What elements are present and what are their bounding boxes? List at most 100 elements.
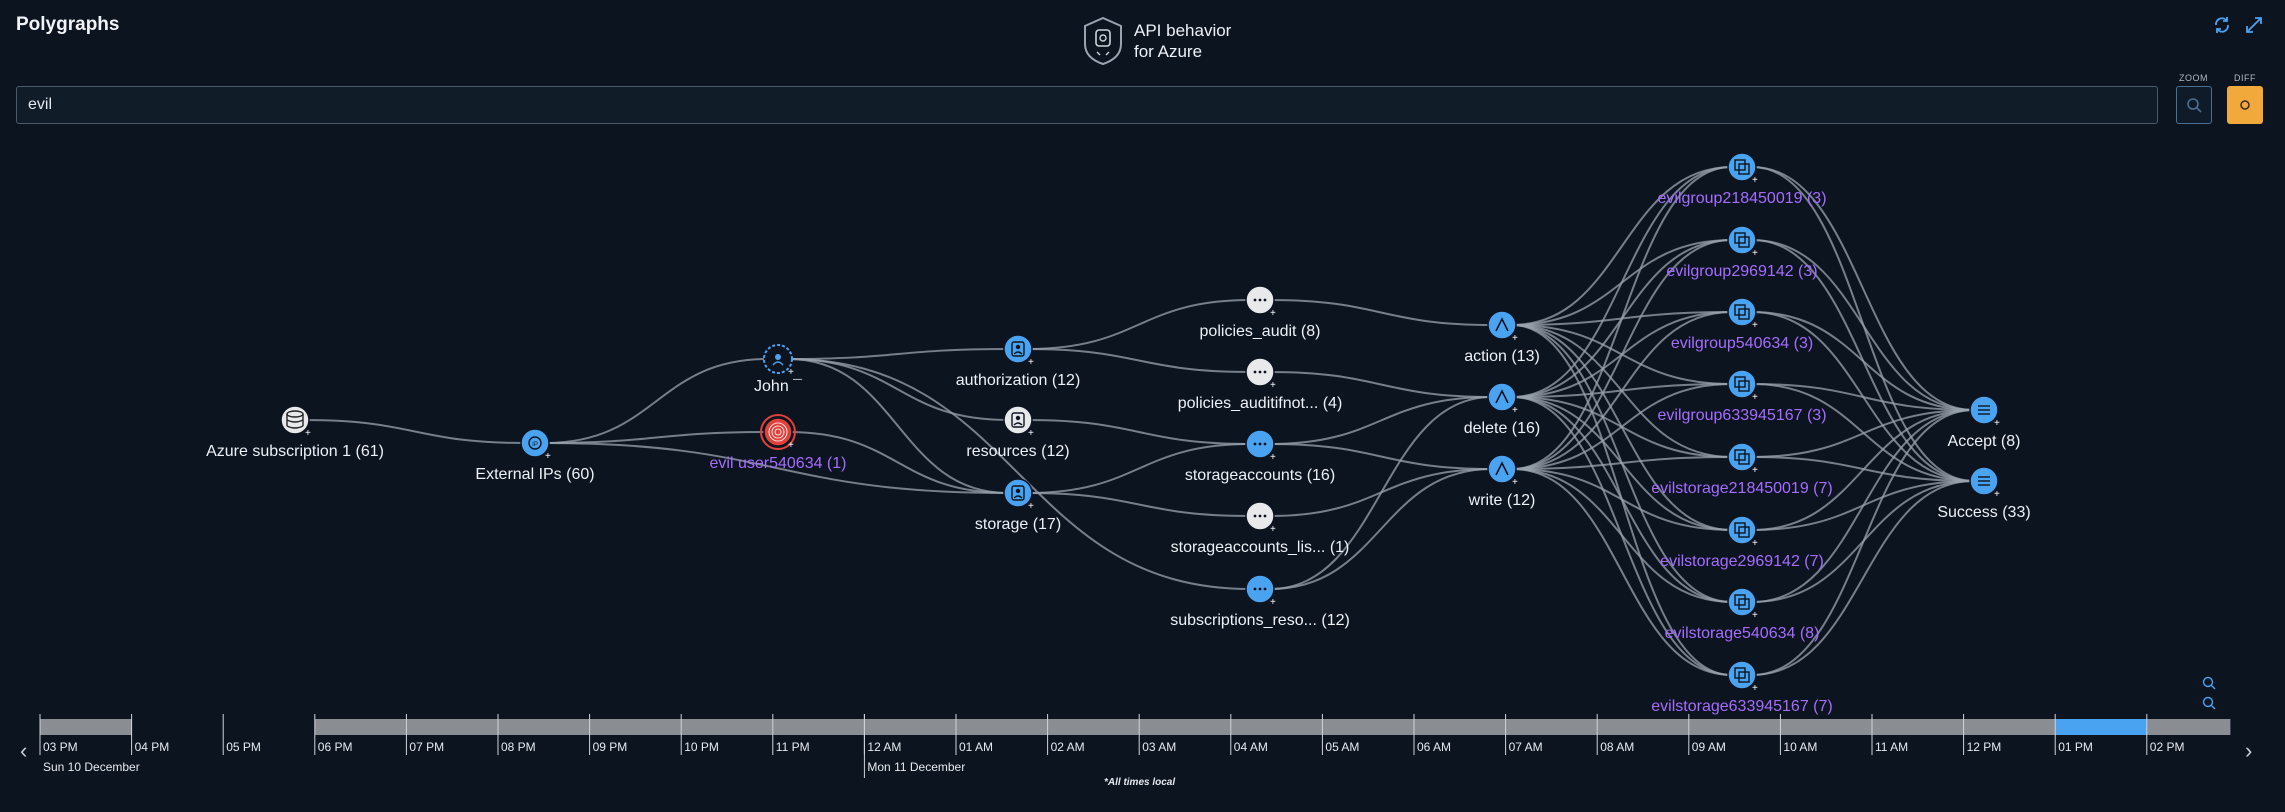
graph-edge: [1027, 299, 1251, 350]
expand-plus-icon[interactable]: +: [545, 451, 551, 462]
graph-edge: [1511, 468, 1733, 531]
expand-plus-icon[interactable]: +: [1752, 320, 1758, 331]
graph-edge: [1751, 239, 1975, 411]
graph-edge: [1269, 299, 1493, 326]
graph-node-azure[interactable]: + Azure subscription 1 (61): [206, 405, 384, 460]
timeline-tick-label: 08 PM: [501, 740, 536, 754]
graph-edge: [1751, 166, 1975, 411]
timeline-tick-label: 02 AM: [1050, 740, 1085, 754]
graph-node-s2[interactable]: + evilstorage2969142 (7): [1660, 515, 1824, 570]
timeline-next-arrow[interactable]: ›: [2245, 738, 2253, 763]
graph-node-s3[interactable]: + evilstorage540634 (8): [1665, 587, 1820, 642]
timeline-date-label: Sun 10 December: [43, 760, 140, 774]
expand-plus-icon[interactable]: +: [1752, 610, 1758, 621]
diff-label: DIFF: [2234, 73, 2256, 83]
timeline-tick-label: 09 PM: [592, 740, 628, 754]
expand-plus-icon[interactable]: +: [1752, 683, 1758, 694]
node-label: storageaccounts (16): [1185, 467, 1335, 484]
expand-plus-icon[interactable]: +: [1028, 428, 1034, 439]
graph-node-success[interactable]: + Success (33): [1937, 466, 2031, 521]
graph-node-g1[interactable]: + evilgroup218450019 (3): [1657, 152, 1827, 207]
graph-node-pain[interactable]: + policies_auditifnot... (4): [1178, 357, 1343, 412]
graph-edge: [1511, 239, 1733, 470]
graph-node-g3[interactable]: + evilgroup540634 (3): [1671, 297, 1813, 352]
timeline-selection[interactable]: [2055, 719, 2147, 735]
timeline-tick-label: 01 AM: [959, 740, 994, 754]
timeline-tick-label: 12 PM: [1966, 740, 2002, 754]
zoom-out-icon[interactable]: [2202, 696, 2216, 710]
expand-plus-icon[interactable]: +: [1270, 380, 1276, 391]
node-circle: [520, 428, 550, 458]
expand-plus-icon[interactable]: +: [1512, 477, 1518, 488]
node-label: Accept (8): [1948, 433, 2021, 450]
zoom-button[interactable]: [2176, 86, 2212, 124]
timeline-track[interactable]: [40, 719, 2231, 735]
graph-edge: [1027, 443, 1251, 494]
graph-node-accept[interactable]: + Accept (8): [1948, 395, 2021, 450]
expand-plus-icon[interactable]: +: [1752, 465, 1758, 476]
timeline-footnote: *All times local: [1104, 777, 1176, 788]
graph-node-write[interactable]: + write (12): [1468, 454, 1536, 509]
expand-plus-icon[interactable]: +: [1752, 248, 1758, 259]
resource-group-icon: [1734, 667, 1750, 683]
node-circle: [1487, 454, 1517, 484]
node-label: evilgroup218450019 (3): [1657, 190, 1826, 207]
graph-node-storage[interactable]: + storage (17): [975, 478, 1061, 533]
graph-node-pa[interactable]: + policies_audit (8): [1200, 285, 1321, 340]
graph-node-extip[interactable]: IP + External IPs (60): [475, 428, 595, 483]
graph-node-auth[interactable]: + authorization (12): [956, 334, 1081, 389]
expand-plus-icon[interactable]: +: [1270, 597, 1276, 608]
polygraph-canvas[interactable]: + Azure subscription 1 (61) IP + External IP…: [0, 130, 2285, 720]
expand-plus-icon[interactable]: +: [1752, 538, 1758, 549]
expand-plus-icon[interactable]: +: [1512, 333, 1518, 344]
graph-edge: [544, 431, 769, 444]
graph-edge: [1751, 409, 1975, 676]
timeline-tick-label: 01 PM: [2058, 740, 2093, 754]
zoom-in-icon[interactable]: [2202, 676, 2216, 690]
graph-node-delete[interactable]: + delete (16): [1464, 382, 1541, 437]
expand-plus-icon[interactable]: +: [1270, 452, 1276, 463]
expand-plus-icon[interactable]: +: [788, 440, 794, 451]
ellipsis-icon: [1253, 442, 1267, 446]
graph-edge: [1269, 443, 1493, 470]
graph-node-g4[interactable]: + evilgroup633945167 (3): [1657, 369, 1827, 424]
expand-plus-icon[interactable]: +: [305, 428, 311, 439]
timeline-tick-label: 11 AM: [1875, 740, 1909, 754]
expand-plus-icon[interactable]: +: [1994, 418, 2000, 429]
graph-node-sr[interactable]: + subscriptions_reso... (12): [1170, 574, 1350, 629]
graph-node-sa[interactable]: + storageaccounts (16): [1185, 429, 1335, 484]
node-label: John ¯: [754, 378, 802, 395]
graph-node-s4[interactable]: + evilstorage633945167 (7): [1651, 660, 1833, 715]
refresh-icon[interactable]: [2213, 16, 2231, 34]
svg-text:IP: IP: [532, 442, 538, 448]
graph-node-g2[interactable]: + evilgroup2969142 (3): [1666, 225, 1818, 280]
expand-plus-icon[interactable]: +: [788, 367, 794, 378]
timeline-prev-arrow[interactable]: ‹: [20, 738, 28, 763]
resource-group-icon: [1734, 304, 1750, 320]
expand-plus-icon[interactable]: +: [1270, 524, 1276, 535]
search-input[interactable]: [16, 86, 2158, 124]
expand-plus-icon[interactable]: +: [1028, 501, 1034, 512]
expand-plus-icon[interactable]: +: [1752, 392, 1758, 403]
timeline-bar[interactable]: [0, 705, 2285, 810]
graph-node-john[interactable]: +John ¯: [754, 344, 802, 395]
expand-plus-icon[interactable]: +: [1752, 175, 1758, 186]
graph-node-resources[interactable]: + resources (12): [966, 405, 1070, 460]
graph-node-evil[interactable]: + evil user540634 (1): [710, 414, 847, 472]
graph-title: API behavior for Azure: [1134, 20, 1231, 62]
graph-edge: [1511, 468, 1733, 603]
graph-edge: [787, 348, 1009, 360]
expand-plus-icon[interactable]: +: [1994, 489, 2000, 500]
expand-plus-icon[interactable]: +: [1270, 308, 1276, 319]
expand-plus-icon[interactable]: +: [1512, 405, 1518, 416]
expand-plus-icon[interactable]: +: [1028, 357, 1034, 368]
graph-node-s1[interactable]: + evilstorage218450019 (7): [1651, 442, 1833, 497]
diff-button[interactable]: [2227, 86, 2263, 124]
zoom-search-icon: [2187, 98, 2202, 113]
timeline-tick-label: 08 AM: [1600, 740, 1635, 754]
expand-icon[interactable]: [2245, 16, 2263, 34]
node-label: delete (16): [1464, 420, 1541, 437]
graph-node-action[interactable]: + action (13): [1464, 310, 1540, 365]
list-icon: [1978, 405, 1990, 415]
graph-node-sal[interactable]: + storageaccounts_lis... (1): [1171, 501, 1350, 556]
